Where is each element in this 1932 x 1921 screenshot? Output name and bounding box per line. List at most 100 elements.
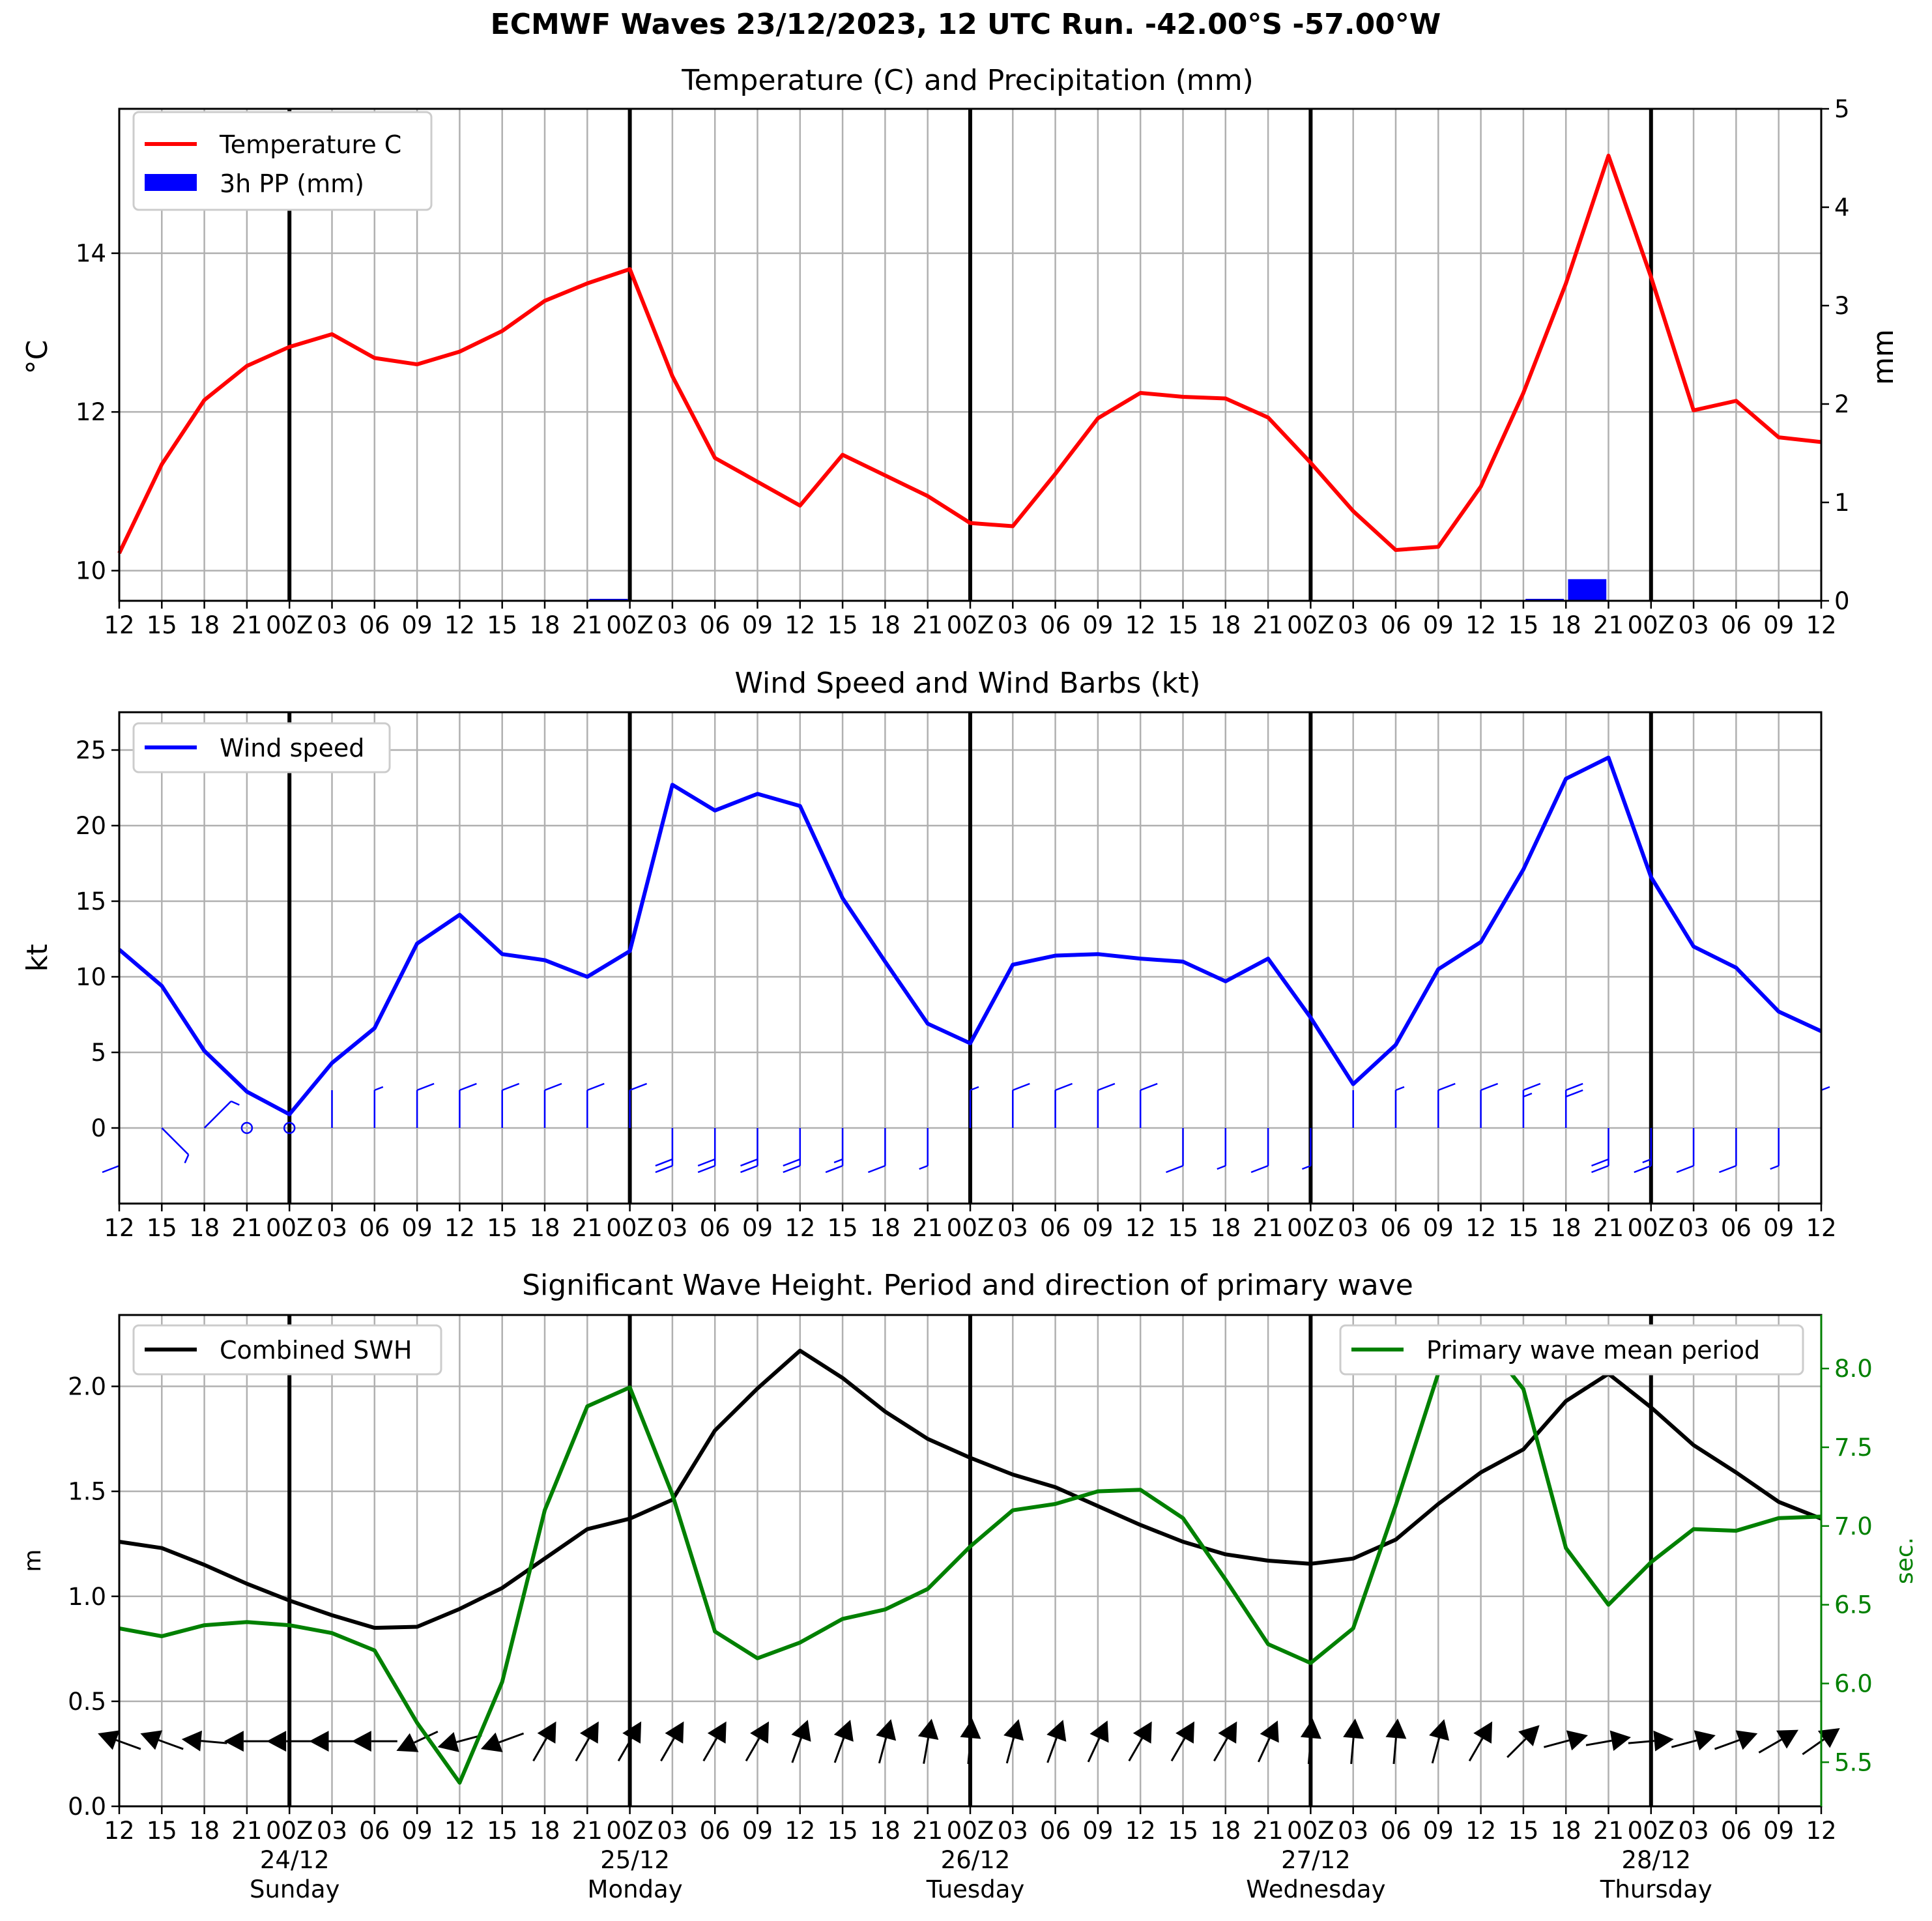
wave-direction-arrowhead (579, 1721, 599, 1744)
wind-x-tick-label: 12 (104, 1214, 134, 1242)
wave-direction-arrowhead (1300, 1718, 1321, 1739)
wave-direction-arrow (1307, 1737, 1312, 1765)
wave-direction-arrowhead (876, 1719, 897, 1741)
temperature-x-tick-label: 12 (1806, 611, 1836, 639)
wind-speed-point (970, 1043, 971, 1044)
temperature-x-tick-label: 00Z (606, 611, 653, 639)
wind-x-tick-label: 00Z (947, 1214, 994, 1242)
temperature-x-tick-label: 15 (828, 611, 858, 639)
temperature-x-tick-label: 15 (487, 611, 517, 639)
wind-x-tick-label: 15 (828, 1214, 858, 1242)
wind-legend-box (132, 722, 391, 773)
wave-y2-tick-label: 8.0 (1834, 1355, 1873, 1383)
wind-x-tick-label: 06 (1040, 1214, 1071, 1242)
wind-barb (1139, 1082, 1158, 1128)
wind-speed-point (246, 1091, 248, 1092)
day-date-label: 26/12 (941, 1846, 1011, 1874)
wind-x-tick-label: 18 (189, 1214, 220, 1242)
wave-panel-title: Significant Wave Height. Period and dire… (522, 1269, 1413, 1302)
temperature-point (1225, 397, 1226, 399)
wave-direction-arrowhead (1132, 1721, 1152, 1744)
temperature-x-tick-label: 15 (1508, 611, 1538, 639)
wind-x-tick-label: 12 (1465, 1214, 1496, 1242)
wind-x-tick-label: 21 (231, 1214, 262, 1242)
wave-panel: Significant Wave Height. Period and dire… (20, 1269, 1918, 1903)
wave-x-tick-label: 09 (1763, 1817, 1794, 1845)
temperature-x-tick-label: 00Z (1628, 611, 1675, 639)
wave-direction-arrowhead (917, 1718, 939, 1740)
wind-barb (459, 1082, 477, 1128)
wind-y-tick-label: 25 (76, 736, 106, 764)
wave-direction-arrowhead (1343, 1718, 1364, 1739)
wind-barb (919, 1128, 929, 1170)
wave-direction-arrowhead (1566, 1730, 1589, 1751)
temperature-x-tick-label: 12 (785, 611, 815, 639)
wave-direction-arrowhead (1385, 1718, 1407, 1739)
wind-x-tick-label: 12 (1806, 1214, 1836, 1242)
temperature-x-tick-label: 09 (1082, 611, 1113, 639)
wave-direction-arrow (1046, 1737, 1058, 1763)
wave-period-axis-label: sec. (1892, 1537, 1918, 1584)
wave-x-tick-label: 21 (572, 1817, 603, 1845)
temperature-x-tick-label: 00Z (1287, 611, 1334, 639)
period-legend-label: Primary wave mean period (1426, 1336, 1760, 1365)
wind-y-tick-label: 15 (76, 888, 106, 916)
wave-x-tick-label: 03 (1338, 1817, 1368, 1845)
wave-y2-tick-label: 6.0 (1834, 1670, 1873, 1698)
wind-x-tick-label: 00Z (1287, 1214, 1334, 1242)
temperature-plot-frame (118, 108, 1823, 602)
temperature-point (1267, 417, 1269, 418)
wave-direction-arrow (1671, 1739, 1697, 1748)
wave-direction-arrow (532, 1738, 547, 1762)
wind-barb (867, 1128, 886, 1174)
wave-x-tick-label: 09 (1423, 1817, 1454, 1845)
precipitation-axis-label: mm (1867, 329, 1900, 385)
temperature-legend-label: Temperature C (219, 130, 401, 159)
swh-legend-box (132, 1324, 442, 1376)
wind-barb (1770, 1128, 1780, 1170)
wave-direction-arrowhead (1694, 1730, 1716, 1751)
wind-x-tick-label: 21 (572, 1214, 603, 1242)
wave-direction-arrow (745, 1738, 760, 1762)
swh-point (246, 1583, 248, 1584)
wave-x-tick-label: 15 (1168, 1817, 1198, 1845)
wave-direction-arrowhead (267, 1731, 287, 1752)
wave-x-tick-label: 18 (1210, 1817, 1241, 1845)
wind-speed-point (416, 943, 418, 944)
day-date-label: 27/12 (1281, 1846, 1351, 1874)
wind-x-tick-label: 09 (402, 1214, 433, 1242)
temperature-x-tick-label: 21 (1253, 611, 1284, 639)
wind-x-tick-label: 00Z (606, 1214, 653, 1242)
wave-y2-tick-label: 5.5 (1834, 1748, 1873, 1776)
wave-direction-arrow (1714, 1739, 1740, 1750)
wave-x-tick-label: 00Z (1628, 1817, 1675, 1845)
wave-x-tick-label: 15 (828, 1817, 858, 1845)
wave-x-tick-label: 18 (529, 1817, 560, 1845)
period-point (1310, 1662, 1311, 1664)
wind-speed-point (1778, 1011, 1780, 1012)
temperature-point (1140, 392, 1141, 394)
wave-direction-arrow (1628, 1740, 1654, 1744)
temperature-x-tick-label: 06 (359, 611, 390, 639)
temperature-y2-tick-label: 4 (1834, 194, 1850, 222)
period-point (204, 1625, 205, 1626)
wind-barb (161, 1127, 190, 1164)
wind-barb (1718, 1128, 1737, 1174)
wave-direction-arrowhead (437, 1731, 459, 1752)
wave-y-tick-label: 2.0 (68, 1373, 106, 1401)
wind-x-tick-label: 12 (785, 1214, 815, 1242)
day-name-label: Tuesday (926, 1875, 1025, 1903)
wave-x-tick-label: 00Z (947, 1817, 994, 1845)
wave-direction-arrow (1392, 1737, 1397, 1765)
wind-barb (1394, 1086, 1405, 1128)
wave-direction-arrow (158, 1739, 184, 1750)
wave-direction-arrowhead (351, 1731, 371, 1752)
wind-barb (783, 1128, 801, 1174)
temperature-x-tick-label: 06 (1040, 611, 1071, 639)
wind-x-tick-label: 06 (1380, 1214, 1411, 1242)
wave-direction-arrowhead (1473, 1721, 1493, 1744)
wave-x-tick-label: 09 (742, 1817, 773, 1845)
wind-barb (740, 1128, 758, 1174)
temperature-point (629, 268, 631, 270)
